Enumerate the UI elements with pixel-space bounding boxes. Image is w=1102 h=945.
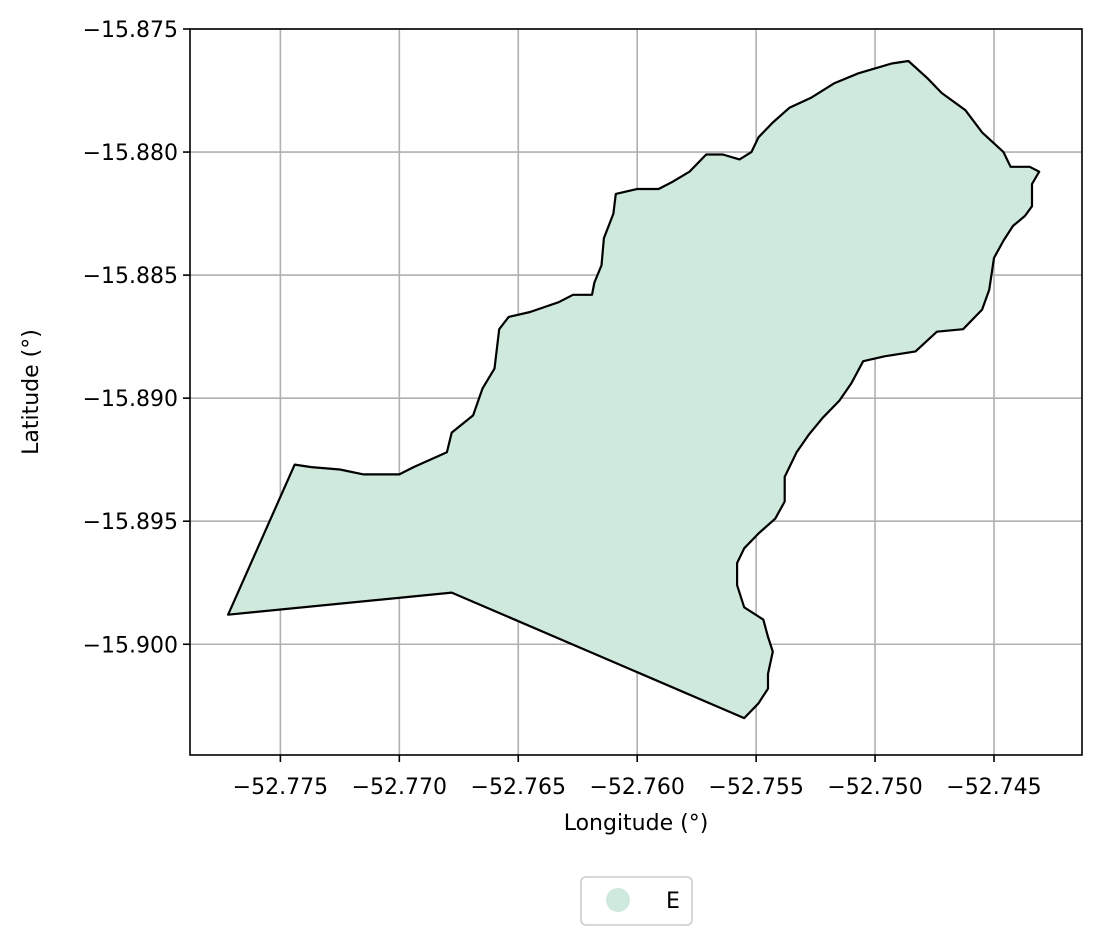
x-tick-label: −52.750 <box>827 775 922 800</box>
y-ticks: −15.875 −15.880 −15.885 −15.890 −15.895 −15.9… <box>83 18 190 658</box>
x-tick-label: −52.775 <box>233 775 328 800</box>
x-tick-label: −52.755 <box>708 775 803 800</box>
legend-box <box>580 876 693 926</box>
y-tick-label: −15.880 <box>83 141 178 166</box>
region-polygon-e <box>227 59 1041 720</box>
y-tick-label: −15.875 <box>83 18 178 43</box>
x-ticks: −52.775 −52.770 −52.765 −52.760 −52.755 −52.7… <box>233 755 1042 800</box>
legend-label-e: E <box>666 889 680 914</box>
legend: E <box>580 876 693 926</box>
y-axis-label: Latitude (°) <box>19 329 44 455</box>
x-axis-label: Longitude (°) <box>564 811 709 836</box>
x-tick-label: −52.765 <box>471 775 566 800</box>
y-tick-label: −15.895 <box>83 510 178 535</box>
y-tick-label: −15.890 <box>83 387 178 412</box>
x-tick-label: −52.770 <box>352 775 447 800</box>
axes-frame <box>189 28 1083 756</box>
y-tick-label: −15.885 <box>83 264 178 289</box>
legend-marker <box>606 888 630 912</box>
y-tick-label: −15.900 <box>83 633 178 658</box>
x-tick-label: −52.760 <box>589 775 684 800</box>
x-tick-label: −52.745 <box>946 775 1041 800</box>
